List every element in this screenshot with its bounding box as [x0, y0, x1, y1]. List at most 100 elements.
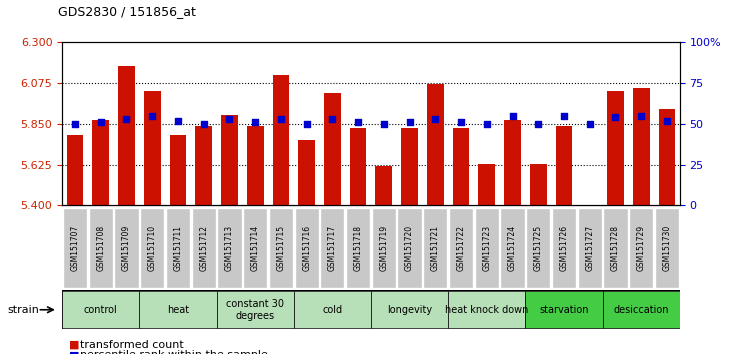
FancyBboxPatch shape [216, 291, 294, 329]
Point [146, 113, 158, 119]
Text: GSM151723: GSM151723 [482, 225, 491, 271]
Text: control: control [84, 305, 118, 315]
Text: constant 30
degrees: constant 30 degrees [226, 299, 284, 321]
Bar [92, 120, 109, 205]
Point [95, 119, 107, 125]
Bar [144, 91, 161, 205]
Bar [221, 115, 238, 205]
Point [661, 118, 673, 124]
Bar [427, 84, 444, 205]
FancyBboxPatch shape [371, 291, 448, 329]
FancyBboxPatch shape [398, 208, 422, 288]
Point [121, 116, 132, 122]
FancyBboxPatch shape [577, 208, 602, 288]
Bar [581, 205, 598, 272]
FancyBboxPatch shape [526, 291, 602, 329]
Point [327, 116, 338, 122]
Bar [607, 91, 624, 205]
Text: GSM151730: GSM151730 [662, 225, 672, 271]
FancyBboxPatch shape [526, 208, 550, 288]
FancyBboxPatch shape [552, 208, 576, 288]
Text: GSM151729: GSM151729 [637, 225, 645, 271]
Bar [401, 127, 418, 205]
Bar [452, 127, 469, 205]
FancyBboxPatch shape [602, 291, 680, 329]
Point [584, 121, 596, 127]
FancyBboxPatch shape [655, 208, 679, 288]
Text: GSM151707: GSM151707 [70, 225, 80, 271]
FancyBboxPatch shape [269, 208, 293, 288]
FancyBboxPatch shape [295, 208, 319, 288]
Text: heat: heat [167, 305, 189, 315]
Bar [478, 164, 495, 205]
Text: longevity: longevity [387, 305, 432, 315]
Bar [376, 166, 393, 205]
Point [249, 119, 261, 125]
FancyBboxPatch shape [346, 208, 370, 288]
Point [300, 121, 312, 127]
Text: GSM151710: GSM151710 [148, 225, 156, 271]
Bar [118, 66, 135, 205]
Point [610, 115, 621, 120]
Text: percentile rank within the sample: percentile rank within the sample [80, 350, 268, 354]
Bar [504, 120, 521, 205]
Text: GSM151728: GSM151728 [611, 225, 620, 271]
Point [558, 113, 570, 119]
Point [404, 119, 415, 125]
FancyBboxPatch shape [474, 208, 499, 288]
Text: cold: cold [322, 305, 342, 315]
Text: GSM151714: GSM151714 [251, 225, 260, 271]
Point [69, 121, 81, 127]
Text: GSM151727: GSM151727 [586, 225, 594, 271]
Bar [247, 126, 264, 205]
Text: GSM151725: GSM151725 [534, 225, 543, 271]
Point [430, 116, 442, 122]
Text: starvation: starvation [539, 305, 588, 315]
Text: GSM151716: GSM151716 [302, 225, 311, 271]
Text: GSM151709: GSM151709 [122, 225, 131, 271]
FancyBboxPatch shape [449, 208, 473, 288]
Point [172, 118, 183, 124]
FancyBboxPatch shape [372, 208, 396, 288]
Point [378, 121, 390, 127]
FancyBboxPatch shape [603, 208, 628, 288]
Text: strain: strain [7, 305, 39, 315]
Bar [195, 126, 212, 205]
Text: GSM151711: GSM151711 [173, 225, 183, 271]
FancyBboxPatch shape [140, 208, 164, 288]
Text: GSM151720: GSM151720 [405, 225, 414, 271]
Point [481, 121, 493, 127]
Bar [659, 109, 675, 205]
FancyBboxPatch shape [294, 291, 371, 329]
Text: GSM151718: GSM151718 [354, 225, 363, 271]
Point [275, 116, 287, 122]
Bar [556, 126, 572, 205]
Text: GSM151715: GSM151715 [276, 225, 285, 271]
FancyBboxPatch shape [243, 208, 268, 288]
Bar [273, 75, 289, 205]
Text: GDS2830 / 151856_at: GDS2830 / 151856_at [58, 5, 197, 18]
Text: GSM151726: GSM151726 [559, 225, 569, 271]
Text: GSM151721: GSM151721 [431, 225, 440, 271]
Bar [67, 135, 83, 205]
FancyBboxPatch shape [629, 208, 654, 288]
FancyBboxPatch shape [140, 291, 216, 329]
Bar [324, 93, 341, 205]
Text: ■: ■ [69, 350, 80, 354]
Point [455, 119, 467, 125]
Point [352, 119, 364, 125]
FancyBboxPatch shape [192, 208, 216, 288]
FancyBboxPatch shape [63, 208, 87, 288]
Text: ■: ■ [69, 340, 80, 350]
Point [532, 121, 544, 127]
Bar [298, 140, 315, 205]
Text: GSM151708: GSM151708 [96, 225, 105, 271]
Bar [633, 88, 650, 205]
Text: GSM151719: GSM151719 [379, 225, 388, 271]
Bar [170, 135, 186, 205]
Point [224, 116, 235, 122]
Text: heat knock down: heat knock down [445, 305, 529, 315]
Text: GSM151717: GSM151717 [328, 225, 337, 271]
Point [635, 113, 647, 119]
Point [507, 113, 518, 119]
